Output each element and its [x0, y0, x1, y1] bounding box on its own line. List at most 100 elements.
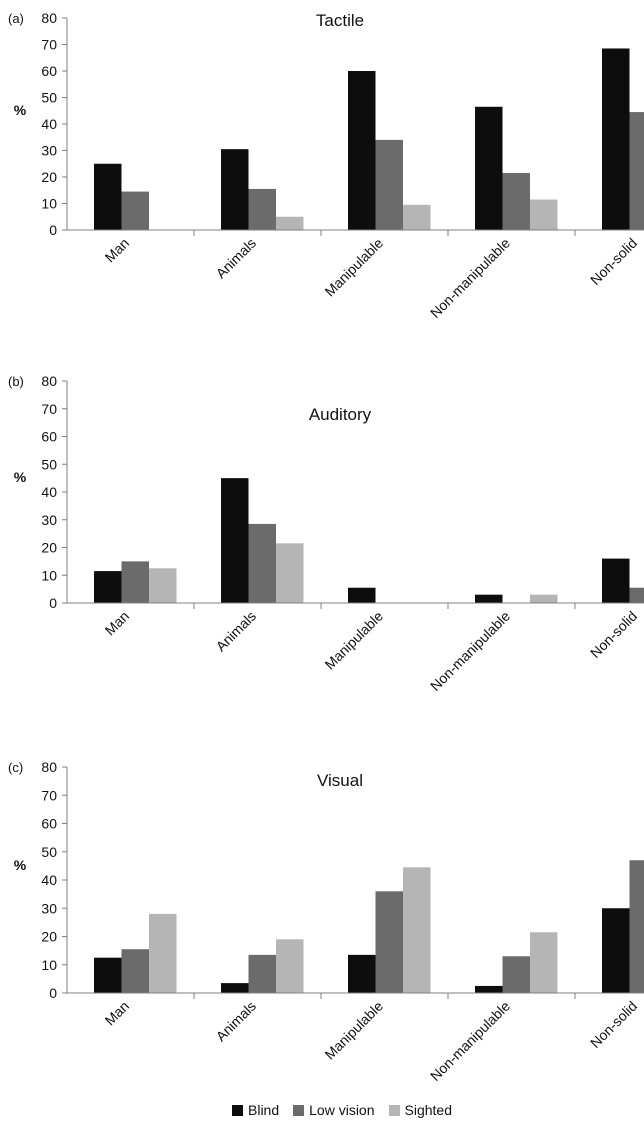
- y-tick-label: 40: [41, 484, 57, 500]
- x-tick-label-man: Man: [102, 608, 133, 639]
- y-tick-label: 10: [41, 567, 57, 583]
- panel-label: (c): [8, 760, 23, 775]
- x-tick-label-manipulable: Manipulable: [321, 998, 386, 1063]
- legend-swatch-sighted: [388, 1104, 400, 1116]
- y-tick-label: 10: [41, 196, 57, 212]
- chart-title: Visual: [317, 771, 363, 790]
- y-tick-label: 80: [41, 373, 57, 389]
- bar-non-manipulable-blind: [475, 106, 503, 230]
- bar-non-solid-blind: [602, 48, 630, 230]
- bar-non-manipulable-blind: [475, 594, 503, 603]
- y-tick-label: 30: [41, 512, 57, 528]
- y-tick-label: 60: [41, 816, 57, 832]
- y-tick-label: 20: [41, 929, 57, 945]
- y-tick-label: 60: [41, 429, 57, 445]
- bar-animals-low-vision: [248, 188, 276, 230]
- bar-man-low-vision: [121, 561, 149, 603]
- y-tick-label: 0: [49, 222, 57, 238]
- bar-non-manipulable-low-vision: [502, 173, 530, 230]
- chart-legend: Blind Low vision Sighted: [232, 1100, 452, 1120]
- x-tick-label-non-manipulable: Non-manipulable: [427, 608, 513, 694]
- x-tick-label-animals: Animals: [213, 235, 260, 282]
- chart-title: Auditory: [309, 405, 372, 424]
- y-tick-label: 20: [41, 540, 57, 556]
- bar-animals-sighted: [276, 216, 304, 230]
- bar-animals-sighted: [276, 939, 304, 993]
- y-tick-label: 40: [41, 116, 57, 132]
- y-tick-label: 10: [41, 957, 57, 973]
- y-tick-label: 80: [41, 759, 57, 775]
- bar-animals-low-vision: [248, 523, 276, 603]
- chart-panel-tactile: (a) 0 10 20 30 40 50 60 70 80% Tactile Man Animals Ma…: [8, 10, 644, 321]
- panel-label: (b): [8, 374, 24, 389]
- legend-item-blind: Blind: [232, 1102, 279, 1118]
- y-tick-label: 80: [41, 10, 57, 26]
- x-tick-label-non-manipulable: Non-manipulable: [427, 998, 513, 1084]
- bar-non-manipulable-low-vision: [502, 956, 530, 993]
- legend-label-blind: Blind: [248, 1102, 280, 1118]
- legend-swatch-low-vision: [293, 1104, 305, 1116]
- x-tick-label-manipulable: Manipulable: [321, 235, 386, 300]
- y-tick-label: 20: [41, 169, 57, 185]
- bar-man-sighted: [149, 568, 177, 603]
- x-tick-label-non-solid: Non-solid: [587, 998, 640, 1051]
- x-tick-label-animals: Animals: [213, 608, 260, 655]
- bar-man-blind: [94, 571, 122, 603]
- y-tick-label: 50: [41, 456, 57, 472]
- y-tick-label: 30: [41, 143, 57, 159]
- bar-animals-sighted: [276, 543, 304, 603]
- bar-animals-blind: [221, 983, 249, 993]
- bar-manipulable-blind: [348, 587, 376, 603]
- bar-non-solid-low-vision: [629, 860, 644, 993]
- bar-non-solid-blind: [602, 908, 630, 993]
- bar-non-manipulable-blind: [475, 985, 503, 993]
- bar-non-solid-blind: [602, 558, 630, 603]
- bar-animals-blind: [221, 149, 249, 230]
- bar-manipulable-sighted: [403, 867, 431, 993]
- y-tick-label: 50: [41, 844, 57, 860]
- bar-non-manipulable-sighted: [530, 932, 558, 993]
- bar-manipulable-blind: [348, 71, 376, 230]
- bar-manipulable-blind: [348, 954, 376, 993]
- bar-man-low-vision: [121, 191, 149, 230]
- bar-non-manipulable-sighted: [530, 594, 558, 603]
- legend-label-sighted: Sighted: [404, 1102, 452, 1118]
- chart-panel-visual: (c) 0 10 20 30 40 50 60 70 80% Visual Man Animals Man…: [8, 759, 644, 1084]
- y-tick-label: 70: [41, 37, 57, 53]
- legend-item-sighted: Sighted: [388, 1102, 452, 1118]
- bar-non-solid-low-vision: [629, 587, 644, 603]
- x-tick-label-non-manipulable: Non-manipulable: [427, 235, 513, 321]
- bar-manipulable-sighted: [403, 204, 431, 230]
- legend-label-low-vision: Low vision: [309, 1102, 375, 1118]
- x-tick-label-non-solid: Non-solid: [587, 235, 640, 288]
- bar-manipulable-low-vision: [375, 139, 403, 230]
- chart-title: Tactile: [316, 11, 364, 30]
- bar-non-manipulable-sighted: [530, 199, 558, 230]
- y-tick-label: 0: [49, 985, 57, 1001]
- bar-animals-low-vision: [248, 954, 276, 993]
- x-tick-label-man: Man: [102, 998, 133, 1029]
- legend-item-low-vision: Low vision: [293, 1102, 375, 1118]
- chart-panel-auditory: (b) 0 10 20 30 40 50 60 70 80% Auditory Man Animals M…: [8, 373, 644, 694]
- bar-man-blind: [94, 163, 122, 230]
- y-tick-label: 50: [41, 90, 57, 106]
- y-tick-label: 60: [41, 63, 57, 79]
- y-tick-label: 30: [41, 900, 57, 916]
- bar-man-sighted: [149, 913, 177, 993]
- y-tick-label: 0: [49, 595, 57, 611]
- y-tick-label: 70: [41, 787, 57, 803]
- panel-label: (a): [8, 11, 24, 26]
- y-axis-label: %: [14, 469, 27, 485]
- bar-non-solid-low-vision: [629, 112, 644, 230]
- legend-swatch-blind: [232, 1104, 243, 1116]
- y-tick-label: 40: [41, 872, 57, 888]
- bar-man-low-vision: [121, 949, 149, 993]
- x-tick-label-manipulable: Manipulable: [321, 608, 386, 673]
- y-axis-label: %: [14, 857, 27, 873]
- x-tick-label-non-solid: Non-solid: [587, 608, 640, 661]
- x-tick-label-man: Man: [102, 235, 133, 266]
- bar-animals-blind: [221, 478, 249, 603]
- y-axis-label: %: [14, 102, 27, 118]
- bar-manipulable-low-vision: [375, 891, 403, 993]
- bar-man-blind: [94, 957, 122, 993]
